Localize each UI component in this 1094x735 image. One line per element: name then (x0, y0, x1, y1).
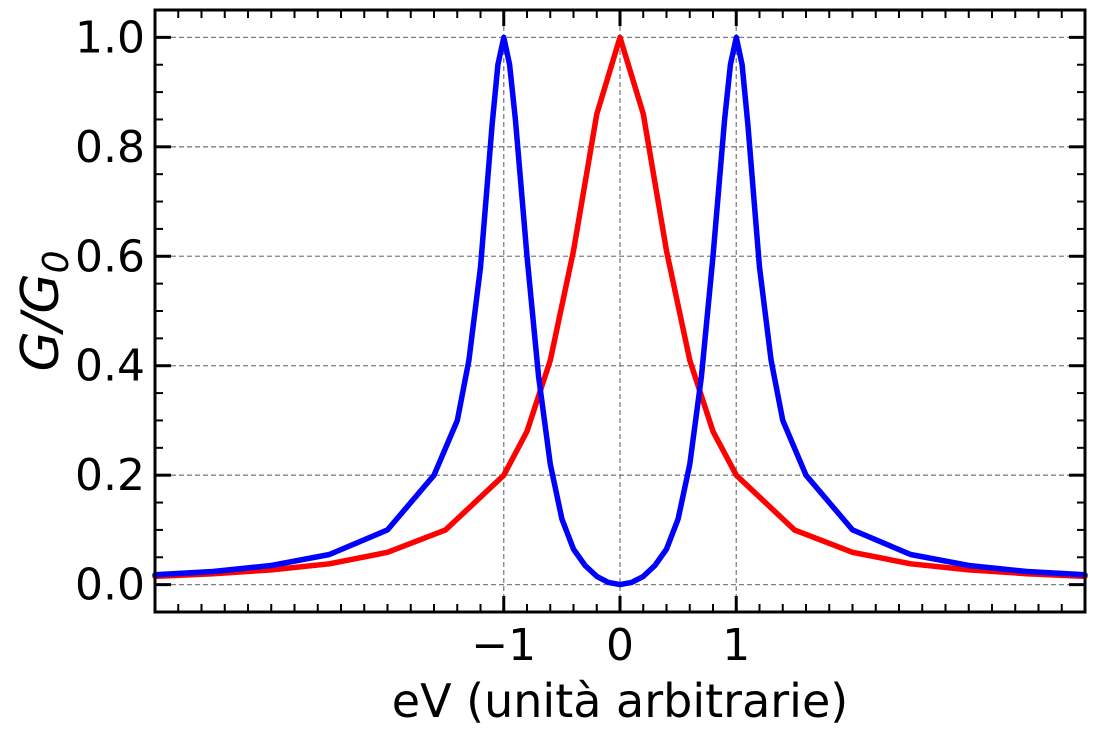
x-tick-labels: −1 0 1 (471, 620, 750, 671)
y-axis-label-main: G/G (11, 273, 71, 371)
x-tick-label: 0 (606, 620, 634, 671)
grid (155, 10, 1085, 612)
x-tick-label: −1 (471, 620, 536, 671)
y-tick-label: 0.8 (75, 122, 145, 173)
y-tick-labels: 0.0 0.2 0.4 0.6 0.8 1.0 (75, 12, 145, 610)
y-tick-label: 1.0 (75, 12, 145, 63)
y-axis-label: G/G0 (11, 250, 77, 371)
series-line-2 (152, 34, 1088, 588)
series-line-1 (152, 34, 1088, 580)
y-tick-label: 0.6 (75, 231, 145, 282)
y-tick-label: 0.4 (75, 341, 145, 392)
y-tick-label: 0.0 (75, 560, 145, 611)
series-layer (152, 34, 1088, 588)
plot-frame (153, 8, 1087, 614)
y-tick-label: 0.2 (75, 450, 145, 501)
x-axis-label: eV (unità arbitrarie) (392, 674, 848, 728)
y-axis-label-subscript: 0 (36, 250, 77, 273)
x-tick-label: 1 (722, 620, 750, 671)
